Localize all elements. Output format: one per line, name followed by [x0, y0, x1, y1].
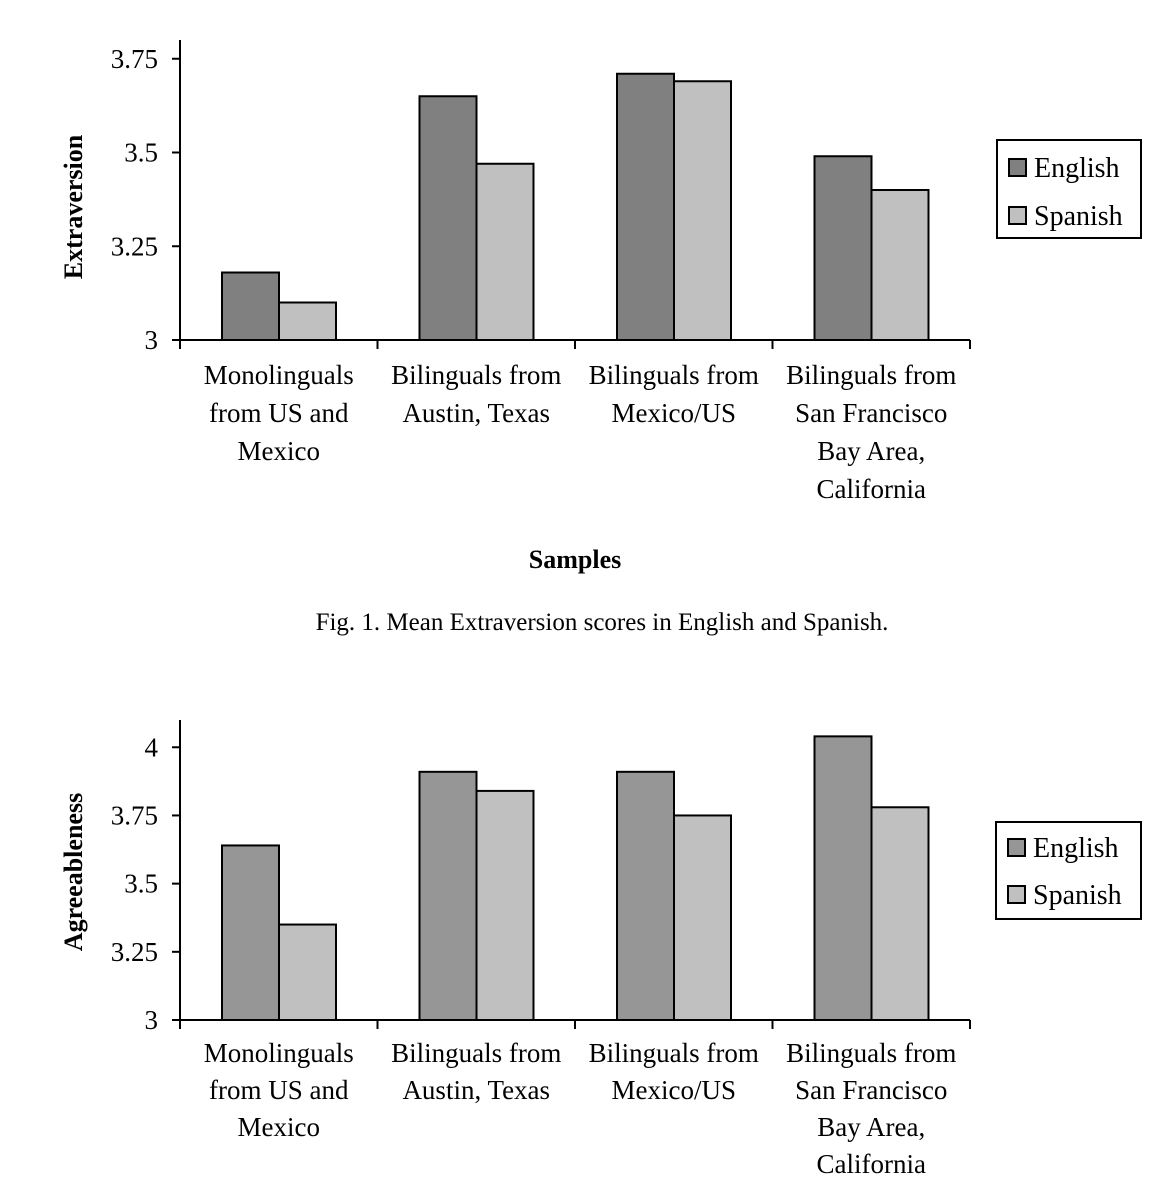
x-category-label: San Francisco	[795, 1075, 947, 1105]
legend-label-english: English	[1033, 833, 1119, 864]
x-category-label: Bay Area,	[817, 436, 925, 466]
y-tick-label: 3	[145, 1005, 159, 1035]
bar-spanish-3	[673, 814, 732, 1021]
y-tick-label: 3	[145, 325, 159, 355]
x-category-label: Bay Area,	[817, 1112, 925, 1142]
bar-english-4	[813, 155, 873, 341]
figure-caption: Fig. 1. Mean Extraversion scores in Engl…	[316, 609, 889, 636]
x-category-label: Monolinguals	[204, 360, 354, 390]
bar-english-3	[616, 770, 675, 1021]
x-category-label: Monolinguals	[204, 1038, 354, 1068]
legend-label-spanish: Spanish	[1034, 201, 1123, 232]
x-axis-title: Samples	[529, 545, 621, 574]
bar-spanish-2	[475, 162, 535, 341]
x-category-label: Bilinguals from	[391, 360, 561, 390]
y-tick-label: 3.25	[111, 231, 158, 261]
x-category-label: Austin, Texas	[402, 1075, 550, 1105]
legend-label-spanish: Spanish	[1033, 880, 1122, 911]
x-category-label: Bilinguals from	[786, 1038, 956, 1068]
chart-1: 3 3.25 3.5 3.75 Monolinguals from US and Mexic…	[59, 40, 1142, 636]
bar-spanish-1	[278, 923, 337, 1022]
bar-english-1	[221, 844, 280, 1021]
x-category-label: Austin, Texas	[402, 398, 550, 428]
legend-label-english: English	[1034, 153, 1120, 184]
y-tick-label: 3.5	[124, 869, 158, 899]
x-category-label: Mexico/US	[612, 398, 737, 428]
x-category-label: Bilinguals from	[786, 360, 956, 390]
bar-spanish-4	[870, 806, 930, 1021]
legend-swatch-english	[1007, 838, 1026, 857]
y-tick-label: 4	[145, 732, 159, 762]
x-category-label: Mexico	[238, 436, 320, 466]
legend-swatch-spanish	[1007, 885, 1026, 904]
x-category-label: Bilinguals from	[391, 1038, 561, 1068]
bar-english-2	[418, 770, 478, 1021]
x-category-label: Bilinguals from	[589, 360, 759, 390]
bar-spanish-3	[673, 80, 732, 341]
x-category-label: Mexico/US	[612, 1075, 737, 1105]
legend-swatch-spanish	[1008, 206, 1027, 225]
x-category-label: California	[817, 1149, 926, 1179]
y-tick-label: 3.75	[111, 44, 158, 74]
x-category-label: Mexico	[238, 1112, 320, 1142]
legend-swatch-english	[1008, 158, 1027, 177]
x-category-label: San Francisco	[795, 398, 947, 428]
y-axis-title: Agreeableness	[59, 793, 88, 951]
x-category-label: from US and	[209, 398, 349, 428]
bar-english-3	[616, 72, 675, 341]
bar-spanish-2	[475, 789, 535, 1022]
bar-spanish-1	[278, 301, 337, 341]
x-category-label: California	[817, 474, 926, 504]
bar-english-1	[221, 271, 280, 341]
bar-english-2	[418, 95, 478, 341]
legend: English Spanish	[996, 139, 1142, 239]
y-tick-label: 3.75	[111, 800, 158, 830]
bar-spanish-4	[870, 189, 930, 341]
y-tick-label: 3.25	[111, 937, 158, 967]
y-axis-title: Extraversion	[59, 134, 88, 279]
bar-english-4	[813, 735, 873, 1021]
y-tick-label: 3.5	[124, 138, 158, 168]
legend: English Spanish	[995, 821, 1142, 920]
chart-2: 3 3.25 3.5 3.75 4 Monolinguals from US and Mexi…	[59, 720, 1142, 1179]
x-category-label: Bilinguals from	[589, 1038, 759, 1068]
x-category-label: from US and	[209, 1075, 349, 1105]
